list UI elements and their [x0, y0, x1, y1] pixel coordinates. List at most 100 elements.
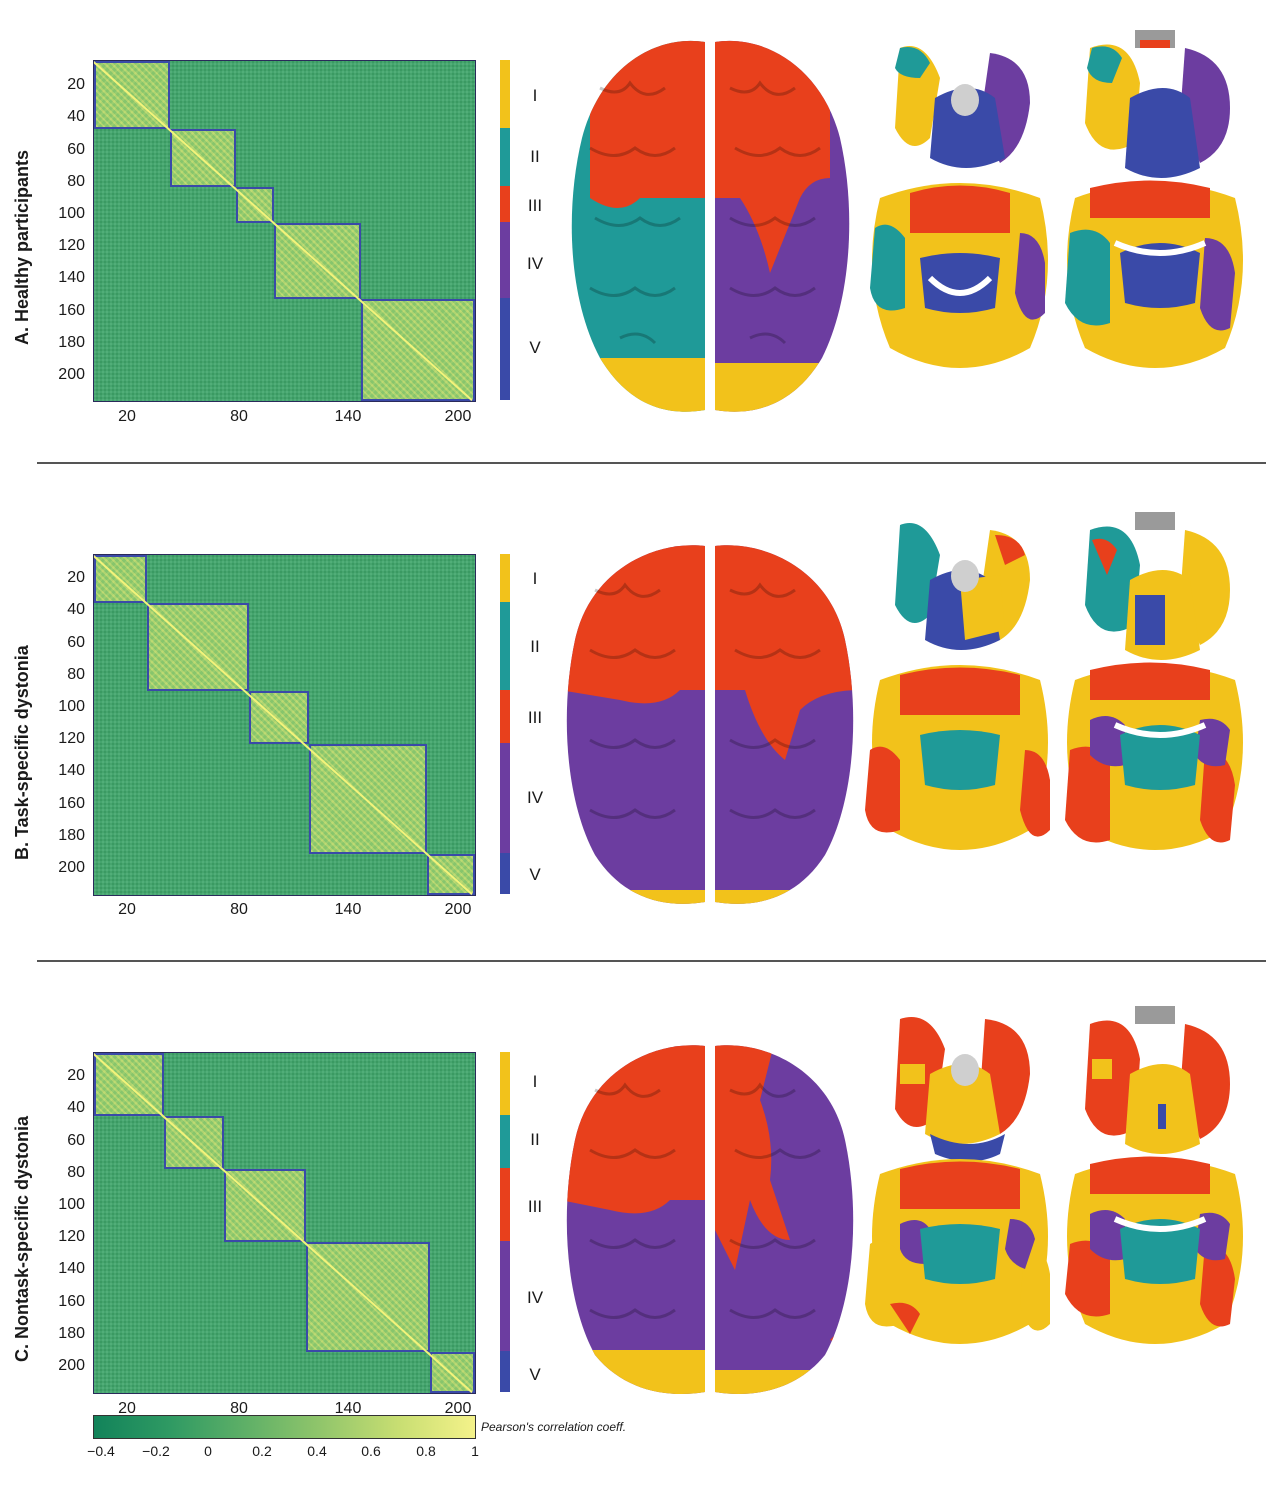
module-label: II [530, 637, 540, 656]
module-label: III [527, 708, 543, 727]
axial-slice [1085, 1006, 1230, 1154]
y-tick: 100 [58, 698, 85, 715]
panel-a-brain-3d [571, 40, 850, 412]
y-tick: 140 [58, 1260, 85, 1277]
y-tick: 80 [67, 173, 85, 190]
panel-b-module-block [249, 691, 309, 744]
y-tick: 160 [58, 302, 85, 319]
panel-b-label: B. Task-specific dystonia [12, 645, 32, 860]
module-label: I [532, 86, 538, 105]
module-label: I [532, 1072, 538, 1091]
module-label: IV [526, 788, 544, 807]
x-tick: 140 [334, 1400, 362, 1417]
x-tick: 20 [118, 1400, 136, 1417]
y-tick: 180 [58, 334, 85, 351]
module-label: II [530, 1130, 540, 1149]
colorbar-title: Pearson's correlation coeff. [481, 1420, 627, 1434]
axial-slice [1065, 1156, 1243, 1344]
x-tick: 20 [118, 901, 136, 918]
colorbar-tick: 0.4 [307, 1443, 327, 1459]
axial-slice [895, 46, 1030, 168]
y-tick: 60 [67, 634, 85, 651]
module-v-segment [500, 853, 510, 894]
y-tick: 20 [67, 569, 85, 586]
panel-a-label: A. Healthy participants [12, 149, 32, 345]
module-label: I [532, 569, 538, 588]
colorbar-tick: −0.4 [87, 1443, 115, 1459]
panel-divider [37, 462, 1266, 464]
x-tick: 80 [230, 901, 248, 918]
axial-slice [865, 665, 1050, 850]
module-label: IV [526, 254, 544, 273]
y-tick: 40 [67, 1099, 85, 1116]
panel-b-module-bar [500, 554, 510, 894]
panel-c-diagonal [94, 1053, 473, 1393]
y-tick: 80 [67, 666, 85, 683]
y-tick: 40 [67, 601, 85, 618]
module-v-segment [500, 298, 510, 400]
y-tick: 160 [58, 1293, 85, 1310]
y-tick: 200 [58, 859, 85, 876]
y-tick: 200 [58, 366, 85, 383]
panel-a-module-bar [500, 60, 510, 400]
module-ii-segment [500, 128, 510, 186]
y-tick: 60 [67, 141, 85, 158]
y-tick: 160 [58, 795, 85, 812]
module-iii-segment [500, 186, 510, 222]
module-label: V [529, 1365, 541, 1384]
axial-slice [1065, 180, 1243, 368]
y-tick: 180 [58, 1325, 85, 1342]
y-tick: 60 [67, 1132, 85, 1149]
y-tick: 100 [58, 1196, 85, 1213]
y-tick: 20 [67, 1067, 85, 1084]
module-label: V [529, 865, 541, 884]
y-tick: 200 [58, 1357, 85, 1374]
colorbar-gradient [93, 1415, 476, 1439]
panel-c-correlation-matrix [93, 1052, 476, 1394]
panel-a-axial-slices [870, 30, 1243, 368]
axial-slice [1065, 662, 1243, 850]
module-label: III [527, 196, 543, 215]
axial-slice [895, 1017, 1030, 1162]
module-v-segment [500, 1351, 510, 1392]
panel-divider [37, 960, 1266, 962]
y-tick: 80 [67, 1164, 85, 1181]
colorbar-tick: 0.6 [361, 1443, 381, 1459]
module-i-segment [500, 60, 510, 128]
axial-slice [865, 1159, 1050, 1344]
panel-c-axial-slices [865, 1006, 1243, 1344]
module-iv-segment [500, 743, 510, 853]
panel-b-brain-3d [566, 545, 854, 904]
x-tick: 20 [118, 408, 136, 425]
y-tick: 120 [58, 730, 85, 747]
axial-slice [895, 523, 1030, 650]
y-tick: 120 [58, 237, 85, 254]
module-i-segment [500, 554, 510, 602]
y-tick: 40 [67, 108, 85, 125]
module-label: IV [526, 1288, 544, 1307]
x-tick: 80 [230, 1400, 248, 1417]
x-tick: 140 [334, 408, 362, 425]
x-tick: 140 [334, 901, 362, 918]
y-tick: 20 [67, 76, 85, 93]
panel-b-diagonal [94, 555, 473, 895]
x-tick: 80 [230, 408, 248, 425]
panel-c-module-bar [500, 1052, 510, 1392]
colorbar-tick: −0.2 [142, 1443, 170, 1459]
colorbar-tick: 0 [204, 1443, 212, 1459]
panel-a-diagonal [94, 61, 473, 401]
module-label: II [530, 147, 540, 166]
module-i-segment [500, 1052, 510, 1115]
module-ii-segment [500, 1115, 510, 1168]
x-tick: 200 [444, 408, 472, 425]
y-tick: 100 [58, 205, 85, 222]
x-tick: 200 [444, 1400, 472, 1417]
colorbar-tick: 1 [471, 1443, 479, 1459]
module-iv-segment [500, 222, 510, 298]
panel-b: B. Task-specific dystonia 20 40 60 80 10… [0, 480, 1266, 940]
panel-b-correlation-matrix [93, 554, 476, 896]
y-tick: 140 [58, 269, 85, 286]
module-iii-segment [500, 1168, 510, 1241]
panel-c: C. Nontask-specific dystonia 20 40 60 80… [0, 980, 1266, 1417]
panel-c-label: C. Nontask-specific dystonia [12, 1115, 32, 1362]
